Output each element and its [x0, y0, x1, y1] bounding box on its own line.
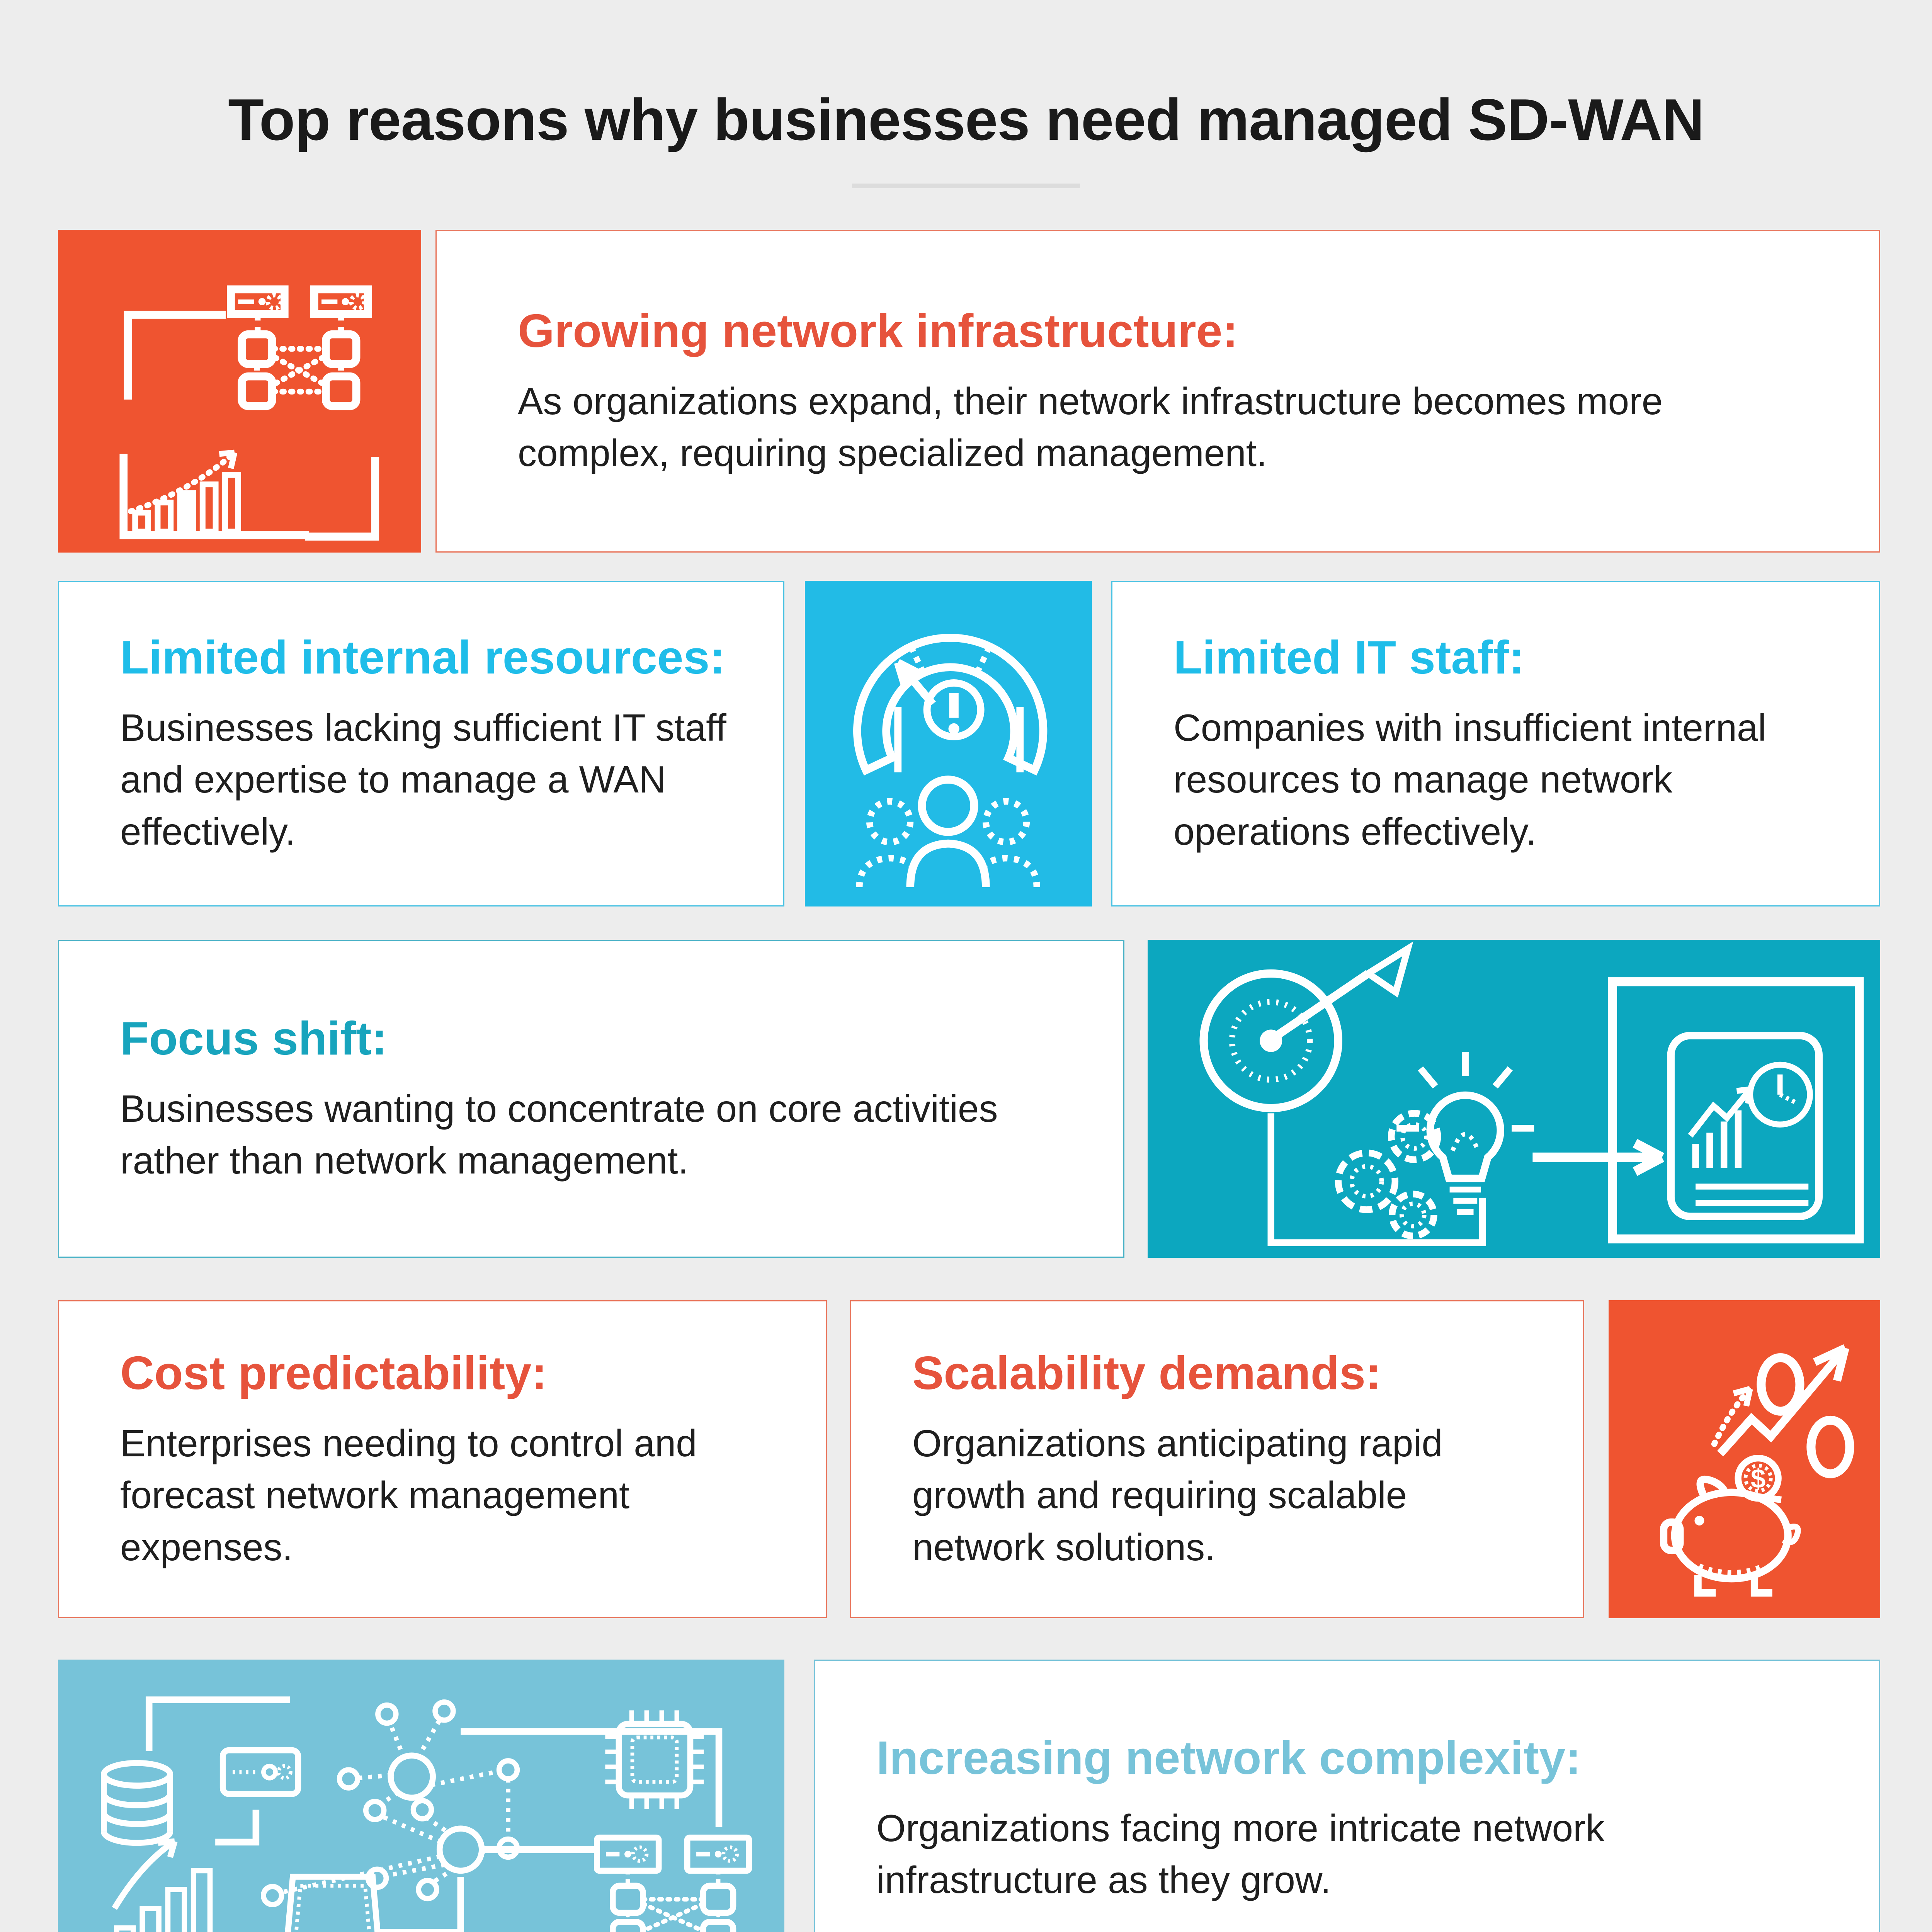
row-limited-resources: Limited internal resources: Businesses l… [58, 581, 1880, 906]
svg-text:$: $ [1751, 1464, 1766, 1494]
piggy-bank-icon: $ [1660, 1454, 1801, 1597]
growth-percent-icon [1711, 1344, 1854, 1478]
card-heading: Limited IT staff: [1173, 631, 1525, 684]
row-cost-scalability: Cost predictability: Enterprises needing… [58, 1300, 1880, 1618]
router-mesh-icon [594, 1834, 752, 1932]
row-focus-shift: Focus shift: Businesses wanting to conce… [58, 940, 1880, 1258]
scalability-savings-icon: $ [1660, 1344, 1854, 1597]
icon-box-network-growth [58, 230, 421, 553]
icon-box-network-complexity [58, 1660, 784, 1932]
card-limited-it: Limited IT staff: Companies with insuffi… [1111, 581, 1880, 906]
card-cost-predictability: Cost predictability: Enterprises needing… [58, 1300, 827, 1618]
target-icon [1199, 941, 1413, 1112]
icon-box-focus-shift [1148, 940, 1880, 1258]
result-frame [1608, 977, 1864, 1243]
card-body: Businesses wanting to concentrate on cor… [120, 1087, 998, 1182]
card-network-complexity: Increasing network complexity: Organizat… [814, 1660, 1880, 1932]
network-growth-icon [119, 285, 379, 541]
server-icon [219, 1747, 301, 1797]
bar-chart-icon [112, 1838, 213, 1932]
report-card-icon [1667, 1032, 1823, 1220]
focus-shift-icon [1199, 941, 1864, 1246]
card-heading: Growing network infrastructure: [518, 304, 1238, 357]
row-network-complexity: Increasing network complexity: Organizat… [58, 1660, 1880, 1932]
card-body: As organizations expand, their network i… [518, 380, 1663, 474]
network-complexity-icon [101, 1696, 752, 1932]
growth-bar-chart [119, 449, 310, 539]
alert-gauge [853, 634, 1048, 776]
card-heading: Limited internal resources: [120, 631, 726, 684]
card-limited-internal: Limited internal resources: Businesses l… [58, 581, 784, 906]
card-heading: Scalability demands: [912, 1347, 1381, 1400]
card-body: Organizations anticipating rapid growth … [912, 1422, 1443, 1568]
title-divider [852, 184, 1080, 188]
card-body: Companies with insufficient internal res… [1173, 706, 1767, 853]
limited-team-figures [856, 776, 1040, 888]
corner-bracket-top-left [124, 311, 226, 400]
spacer [1092, 581, 1111, 906]
card-growing-network: Growing network infrastructure: As organ… [435, 230, 1880, 553]
page-title: Top reasons why businesses need managed … [228, 87, 1704, 153]
card-heading: Cost predictability: [120, 1347, 547, 1400]
spacer [1584, 1300, 1609, 1618]
card-heading: Focus shift: [120, 1012, 388, 1065]
card-heading: Increasing network complexity: [876, 1731, 1581, 1784]
icon-box-scalability: $ [1609, 1300, 1880, 1618]
corner-frames [145, 1696, 723, 1932]
connector-frame [1267, 1113, 1486, 1246]
spacer [827, 1300, 850, 1618]
infographic-body: Growing network infrastructure: As organ… [58, 230, 1880, 1932]
transition-arrow [1532, 1139, 1664, 1176]
cpu-chip-icon [605, 1710, 704, 1809]
corner-bracket-bottom-right [304, 457, 379, 541]
spacer [784, 581, 805, 906]
database-icon [101, 1760, 173, 1846]
row-growing-network: Growing network infrastructure: As organ… [58, 230, 1880, 553]
card-focus-shift: Focus shift: Businesses wanting to conce… [58, 940, 1124, 1258]
mesh-network-icon [261, 1699, 597, 1907]
server-mesh [227, 285, 372, 410]
card-scalability-demands: Scalability demands: Organizations antic… [850, 1300, 1584, 1618]
lightbulb-icon [1396, 1052, 1534, 1215]
card-body: Businesses lacking sufficient IT staff a… [120, 706, 726, 853]
icon-box-staff-gauge [805, 581, 1092, 906]
card-body: Organizations facing more intricate netw… [876, 1806, 1605, 1901]
staff-gauge-icon [853, 634, 1048, 888]
laptop-icon [285, 1874, 381, 1932]
gears-icon [1335, 1110, 1441, 1240]
card-body: Enterprises needing to control and forec… [120, 1422, 697, 1568]
